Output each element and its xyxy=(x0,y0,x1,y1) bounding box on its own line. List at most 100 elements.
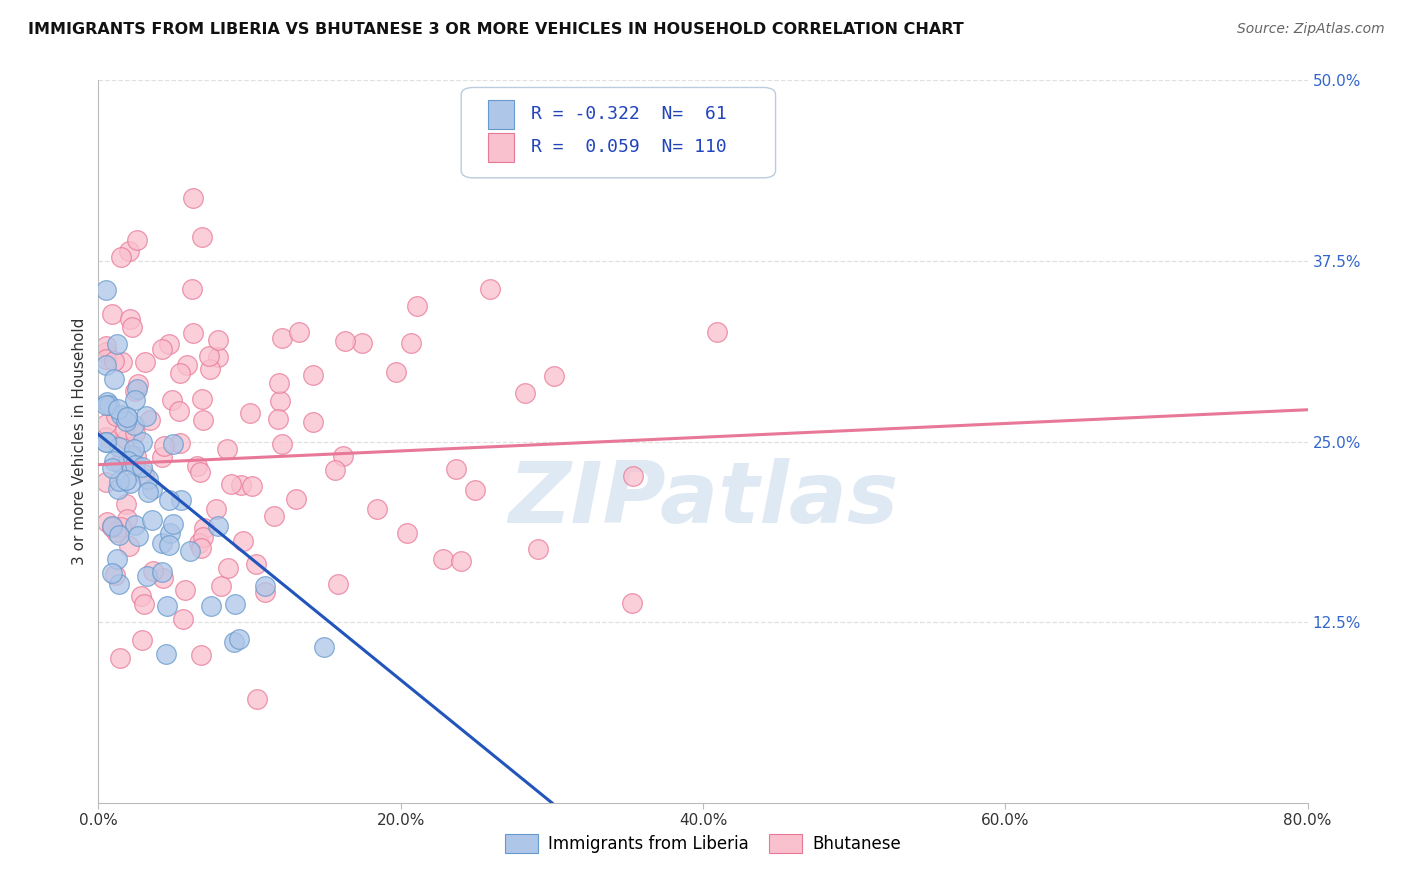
Point xyxy=(191,530,214,544)
FancyBboxPatch shape xyxy=(488,100,515,128)
Point xyxy=(135,409,157,424)
Point xyxy=(288,325,311,339)
Point xyxy=(224,598,246,612)
Point xyxy=(191,230,214,244)
Point xyxy=(115,512,138,526)
Point xyxy=(124,384,146,398)
Point xyxy=(240,479,263,493)
Point xyxy=(141,482,163,496)
Point xyxy=(153,439,176,453)
Point xyxy=(108,474,131,488)
Point xyxy=(190,541,212,556)
Point xyxy=(124,425,146,440)
Point xyxy=(621,469,644,483)
Point xyxy=(105,409,128,423)
Point xyxy=(170,493,193,508)
Point xyxy=(450,553,472,567)
Point xyxy=(181,326,204,340)
Text: IMMIGRANTS FROM LIBERIA VS BHUTANESE 3 OR MORE VEHICLES IN HOUSEHOLD CORRELATION: IMMIGRANTS FROM LIBERIA VS BHUTANESE 3 O… xyxy=(28,22,965,37)
Point xyxy=(96,395,118,409)
Point xyxy=(118,475,141,490)
Point xyxy=(621,596,644,610)
Point xyxy=(96,515,118,529)
Point xyxy=(94,475,117,489)
Point xyxy=(110,250,132,264)
Point xyxy=(101,461,124,475)
Point xyxy=(193,521,215,535)
Point xyxy=(385,366,408,380)
Point xyxy=(127,377,149,392)
Point xyxy=(103,353,125,368)
Point xyxy=(131,434,153,449)
Text: R = -0.322  N=  61: R = -0.322 N= 61 xyxy=(531,105,727,123)
Point xyxy=(104,567,127,582)
Point xyxy=(124,518,146,533)
Point xyxy=(181,190,204,204)
Point xyxy=(100,520,122,534)
Point xyxy=(269,376,291,390)
Point xyxy=(326,577,349,591)
Point xyxy=(155,647,177,661)
Point xyxy=(114,422,136,436)
Point xyxy=(333,334,356,348)
Point xyxy=(444,462,467,476)
Point xyxy=(124,392,146,407)
Point xyxy=(94,430,117,444)
Point xyxy=(134,597,156,611)
Point xyxy=(135,568,157,582)
Point xyxy=(94,417,117,432)
Point xyxy=(94,351,117,366)
Point xyxy=(198,361,221,376)
Point xyxy=(125,382,148,396)
Point xyxy=(190,465,212,479)
Point xyxy=(108,576,131,591)
Point xyxy=(152,571,174,585)
Point xyxy=(94,284,117,298)
Point xyxy=(117,453,139,467)
Point xyxy=(107,482,129,496)
Point xyxy=(432,552,454,566)
Point xyxy=(110,354,132,368)
Point xyxy=(125,233,148,247)
Point xyxy=(159,538,181,552)
Point xyxy=(706,325,728,339)
Legend: Immigrants from Liberia, Bhutanese: Immigrants from Liberia, Bhutanese xyxy=(498,827,908,860)
Point xyxy=(118,244,141,259)
Point xyxy=(118,539,141,553)
Point xyxy=(332,449,354,463)
Point xyxy=(217,560,239,574)
Point xyxy=(122,417,145,432)
Point xyxy=(270,331,292,345)
Point xyxy=(527,541,550,556)
Point xyxy=(134,354,156,368)
Point xyxy=(162,393,184,408)
Point xyxy=(101,566,124,580)
Point xyxy=(271,437,294,451)
Point xyxy=(176,358,198,372)
Point xyxy=(141,513,163,527)
Point xyxy=(122,442,145,457)
Point xyxy=(399,336,422,351)
Point xyxy=(94,359,117,373)
Point xyxy=(187,536,209,550)
Point xyxy=(204,502,226,516)
Point xyxy=(115,410,138,425)
Point xyxy=(172,612,194,626)
Point xyxy=(312,640,335,654)
Point xyxy=(94,345,117,359)
Point xyxy=(263,508,285,523)
Point xyxy=(284,492,307,507)
Point xyxy=(207,350,229,364)
Point xyxy=(94,338,117,352)
Text: Source: ZipAtlas.com: Source: ZipAtlas.com xyxy=(1237,22,1385,37)
Point xyxy=(104,525,127,540)
Point xyxy=(115,409,138,424)
Point xyxy=(136,472,159,486)
Point xyxy=(129,589,152,603)
Point xyxy=(115,432,138,446)
Point xyxy=(269,393,291,408)
Point xyxy=(101,519,124,533)
Point xyxy=(124,458,146,473)
Point xyxy=(173,583,195,598)
FancyBboxPatch shape xyxy=(488,133,515,162)
